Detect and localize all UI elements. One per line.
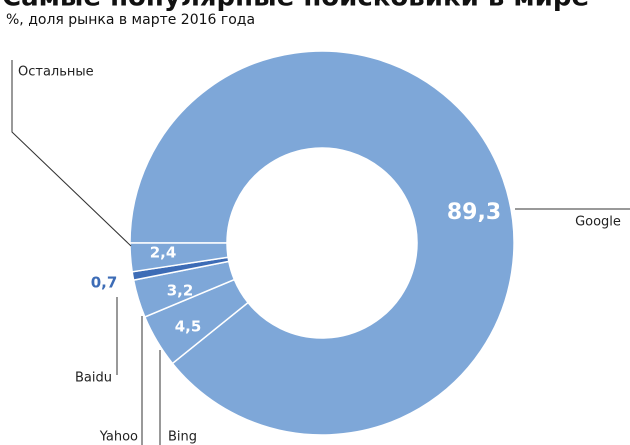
donut-slice xyxy=(129,50,515,436)
category-label: Baidu xyxy=(75,371,112,386)
value-label: 0,7 xyxy=(91,274,118,292)
chart-subtitle: %, доля рынка в марте 2016 года xyxy=(6,12,255,28)
leader-line xyxy=(11,60,132,247)
category-label: Остальные xyxy=(18,65,94,80)
donut-slice xyxy=(129,242,229,273)
category-label: Yahoo xyxy=(99,430,138,445)
category-label: Bing xyxy=(168,430,197,445)
category-label: Google xyxy=(575,215,621,230)
value-label: 4,5 xyxy=(175,318,202,336)
value-label: 2,4 xyxy=(150,244,177,262)
value-label: 89,3 xyxy=(447,200,501,225)
value-label: 3,2 xyxy=(167,282,194,300)
chart-title: Самые популярные поисковики в мире xyxy=(2,0,589,13)
